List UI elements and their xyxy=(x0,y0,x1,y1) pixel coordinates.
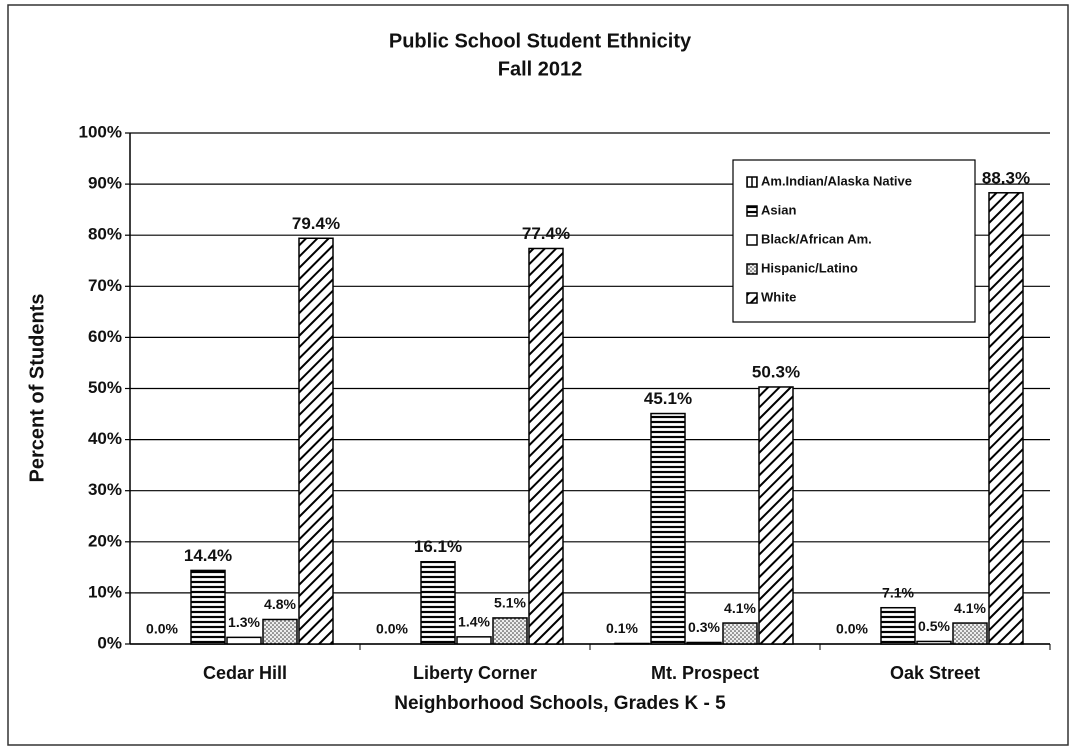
y-tick-label: 100% xyxy=(79,122,122,141)
value-label: 0.0% xyxy=(146,621,178,637)
legend-label: Black/African Am. xyxy=(761,231,872,246)
y-tick-label: 60% xyxy=(88,327,122,346)
bar xyxy=(686,641,722,645)
y-axis-label: Percent of Students xyxy=(26,294,48,483)
legend-swatch xyxy=(746,176,758,188)
y-tick-label: 90% xyxy=(88,174,122,193)
value-label: 0.3% xyxy=(688,619,720,635)
bar xyxy=(650,412,686,645)
x-axis-label: Neighborhood Schools, Grades K - 5 xyxy=(394,693,726,714)
chart-title: Public School Student Ethnicity xyxy=(389,30,692,52)
bar xyxy=(988,192,1024,645)
value-label: 16.1% xyxy=(414,537,462,556)
value-label: 4.1% xyxy=(724,600,756,616)
x-tick-label: Oak Street xyxy=(890,663,980,683)
value-label: 0.0% xyxy=(836,621,868,637)
legend-swatch xyxy=(746,234,758,246)
value-label: 50.3% xyxy=(752,362,800,381)
legend-swatch xyxy=(746,205,758,217)
value-label: 0.5% xyxy=(918,618,950,634)
value-label: 4.1% xyxy=(954,600,986,616)
bar xyxy=(226,636,262,645)
value-label: 5.1% xyxy=(494,595,526,611)
y-tick-label: 70% xyxy=(88,276,122,295)
y-tick-label: 80% xyxy=(88,225,122,244)
value-label: 1.4% xyxy=(458,614,490,630)
value-label: 4.8% xyxy=(264,596,296,612)
bar xyxy=(298,237,334,645)
value-label: 45.1% xyxy=(644,389,692,408)
bar xyxy=(528,247,564,645)
value-label: 0.0% xyxy=(376,621,408,637)
value-label: 1.3% xyxy=(228,614,260,630)
legend-label: White xyxy=(761,289,796,304)
y-tick-label: 10% xyxy=(88,582,122,601)
value-label: 7.1% xyxy=(882,584,914,600)
value-label: 77.4% xyxy=(522,224,570,243)
value-label: 0.1% xyxy=(606,620,638,636)
chart-subtitle: Fall 2012 xyxy=(498,58,583,80)
y-tick-label: 40% xyxy=(88,429,122,448)
legend-label: Asian xyxy=(761,202,796,217)
x-tick-label: Mt. Prospect xyxy=(651,663,759,683)
bar xyxy=(952,622,988,645)
y-tick-label: 50% xyxy=(88,378,122,397)
value-label: 79.4% xyxy=(292,214,340,233)
y-tick-label: 0% xyxy=(97,633,122,652)
bar xyxy=(916,640,952,645)
legend-swatch xyxy=(746,292,758,304)
y-tick-label: 30% xyxy=(88,480,122,499)
bar xyxy=(880,606,916,645)
bar xyxy=(722,622,758,645)
bar xyxy=(262,618,298,645)
y-tick-label: 20% xyxy=(88,531,122,550)
x-tick-label: Cedar Hill xyxy=(203,663,287,683)
value-label: 14.4% xyxy=(184,546,232,565)
bar xyxy=(420,560,456,645)
value-label: 88.3% xyxy=(982,168,1030,187)
bar xyxy=(190,569,226,645)
bar xyxy=(758,386,794,645)
bar xyxy=(614,642,650,645)
bar xyxy=(492,617,528,645)
bar xyxy=(456,636,492,645)
legend-swatch xyxy=(746,263,758,275)
legend-label: Am.Indian/Alaska Native xyxy=(761,173,912,188)
x-tick-label: Liberty Corner xyxy=(413,663,537,683)
legend-label: Hispanic/Latino xyxy=(761,260,858,275)
chart-border xyxy=(7,4,1069,746)
legend-box xyxy=(732,159,976,323)
